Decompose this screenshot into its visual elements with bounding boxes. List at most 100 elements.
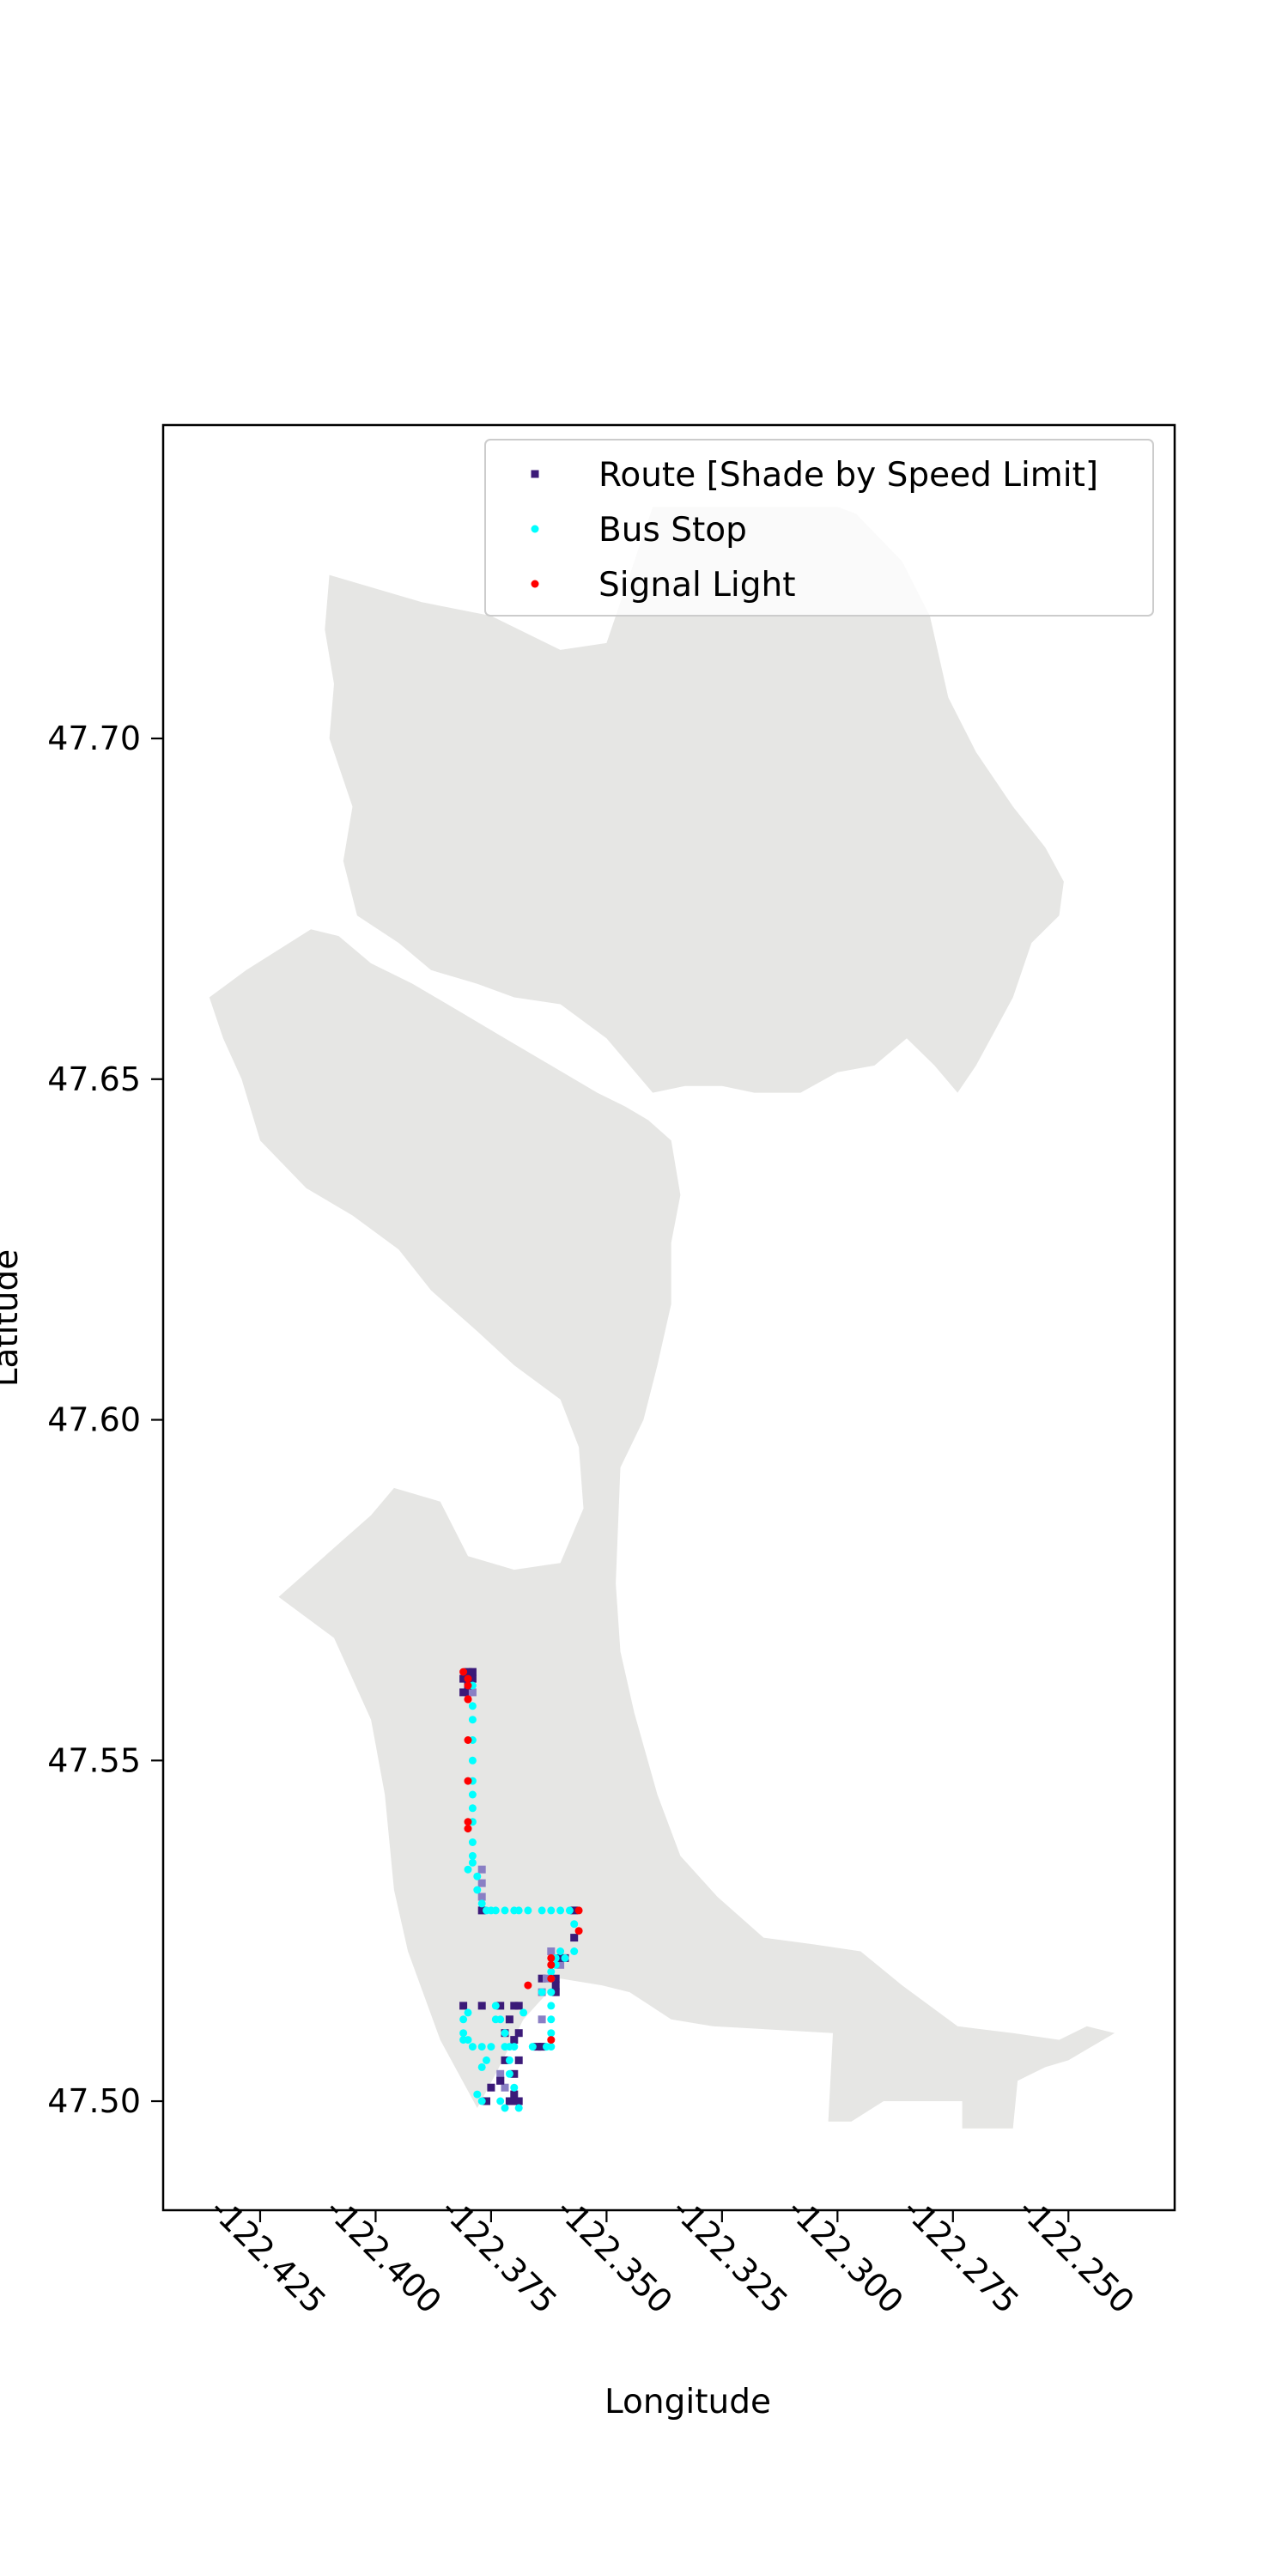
route-point	[464, 1668, 472, 1676]
bus-stop-point	[561, 1953, 569, 1962]
signal-light-point	[464, 1825, 472, 1833]
signal-light-point	[464, 1777, 472, 1785]
route-point	[477, 1879, 486, 1887]
bus-stop-point	[556, 1906, 565, 1915]
route-point	[477, 1865, 486, 1874]
bus-stop-point	[468, 1756, 477, 1765]
signal-light-point	[464, 1736, 472, 1744]
bus-stop-point	[491, 2002, 500, 2010]
signal-light-point	[547, 1974, 556, 1983]
route-point	[510, 2002, 519, 2010]
bus-stop-point	[496, 2097, 505, 2105]
route-point	[556, 1953, 565, 1962]
bus-stop-point	[473, 2090, 482, 2099]
bus-stop-point	[468, 1716, 477, 1724]
route-point	[510, 2097, 519, 2105]
bus-stop-point	[505, 2056, 513, 2064]
basemap-polygon-0	[325, 507, 1064, 1093]
route-point	[464, 1688, 472, 1697]
bus-stop-point	[514, 1906, 523, 1915]
route-point	[556, 1960, 565, 1969]
signal-light-point	[524, 1981, 532, 1990]
route-point	[483, 2097, 490, 2105]
bus-stop-point	[538, 1988, 546, 1996]
y-tick-label: 47.55	[47, 1741, 141, 1779]
bus-stop-point	[501, 2029, 509, 2038]
legend-label: Signal Light	[598, 566, 796, 605]
signal-light-point	[464, 1681, 472, 1690]
y-axis-label: Latitude	[0, 1249, 26, 1388]
bus-stop-point	[473, 1886, 482, 1894]
route-point	[505, 2015, 513, 2024]
bus-stop-point	[477, 2097, 486, 2105]
bus-stop-point	[570, 1920, 579, 1929]
bus-stop-point	[547, 1967, 556, 1976]
route-point	[510, 2090, 519, 2099]
signal-light-point	[547, 1960, 556, 1969]
route-point	[501, 2056, 509, 2064]
route-point	[505, 2097, 513, 2105]
bus-stop-point	[477, 2043, 486, 2051]
bus-stop-point	[570, 1947, 579, 1955]
bus-stop-point	[505, 2069, 513, 2078]
bus-stop-point	[477, 1899, 486, 1908]
route-point	[570, 1906, 579, 1915]
bus-stop-point	[547, 1988, 556, 1996]
bus-stop-point	[514, 2104, 523, 2112]
bus-stop-point	[459, 2015, 468, 2024]
bus-stop-point	[468, 1804, 477, 1813]
x-axis-label: Longitude	[605, 2383, 771, 2421]
route-point	[496, 2002, 505, 2010]
bus-stop-point	[464, 2008, 472, 2017]
route-point	[468, 1688, 477, 1697]
bus-stop-point	[547, 2015, 556, 2024]
bus-stop-point	[496, 2015, 505, 2024]
legend-label: Route [Shade by Speed Limit]	[598, 456, 1098, 495]
bus-stop-point	[547, 2043, 556, 2051]
bus-stop-point	[477, 2063, 486, 2071]
signal-light-point	[574, 1927, 583, 1935]
bus-stop-point	[519, 2008, 528, 2017]
route-point	[547, 1947, 556, 1955]
bus-stop-point	[547, 2002, 556, 2010]
route-point	[514, 2002, 523, 2010]
route-point	[551, 1981, 560, 1990]
bus-stop-point	[501, 1906, 509, 1915]
basemap	[209, 507, 1115, 2129]
bus-stop-point	[468, 1851, 477, 1860]
route-point	[570, 1934, 579, 1942]
route-point	[538, 2015, 546, 2024]
y-tick-label: 47.50	[47, 2082, 141, 2120]
route-point	[487, 2083, 495, 2092]
signal-light-point	[464, 1695, 472, 1704]
bus-stop-point	[547, 1906, 556, 1915]
route-point	[510, 2069, 519, 2078]
route-point	[551, 1974, 560, 1983]
bus-stop-point	[565, 1906, 574, 1915]
bus-stop-point	[464, 1865, 472, 1874]
y-tick-label: 47.65	[47, 1060, 141, 1098]
legend-marker-signal-light	[531, 580, 539, 588]
route-point	[459, 1688, 468, 1697]
y-tick-label: 47.60	[47, 1401, 141, 1439]
plot-area	[161, 423, 1176, 2212]
route-point	[551, 1988, 560, 1996]
bus-stop-point	[468, 1838, 477, 1846]
bus-stop-point	[524, 1906, 532, 1915]
route-point	[533, 2043, 542, 2051]
route-point	[514, 2029, 523, 2038]
route-point	[496, 2069, 505, 2078]
plot-frame	[161, 423, 1176, 2212]
bus-stop-point	[491, 1906, 500, 1915]
route-point	[468, 1674, 477, 1683]
bus-stop-point	[510, 2083, 519, 2092]
route-point	[543, 1974, 550, 1983]
route-point	[459, 1674, 468, 1683]
route-point	[477, 1906, 486, 1915]
legend-marker-route	[531, 470, 539, 478]
route-point	[459, 2002, 468, 2010]
route-point	[538, 2043, 546, 2051]
bus-stop-point	[483, 2056, 490, 2064]
route-point	[496, 2076, 505, 2085]
